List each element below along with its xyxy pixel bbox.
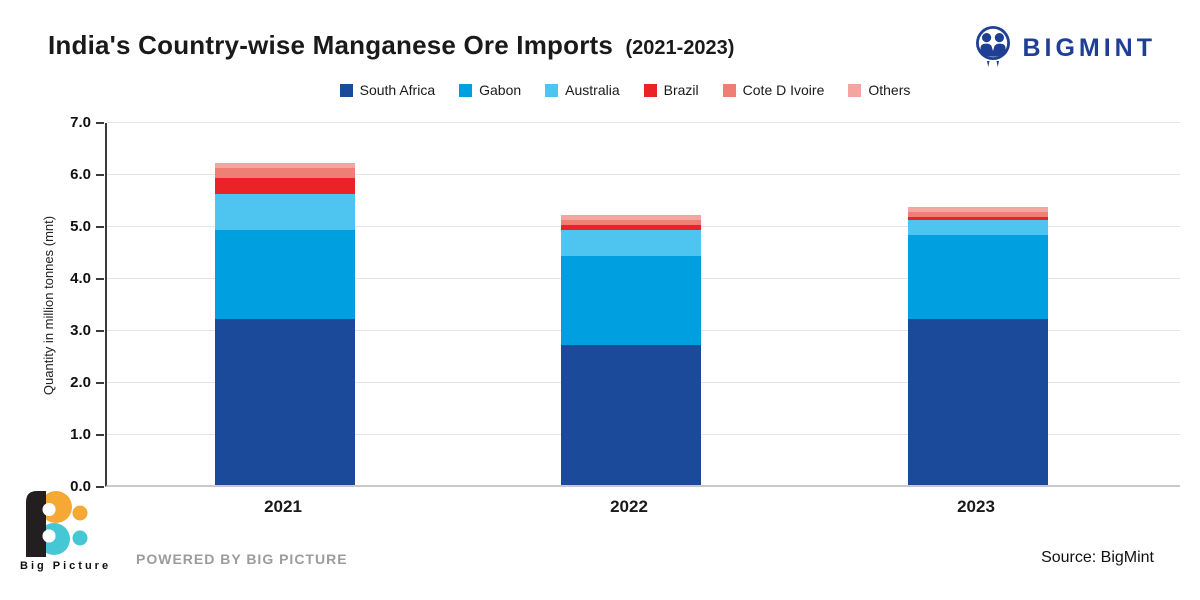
y-tick-label: 2.0 <box>70 374 91 391</box>
legend-swatch <box>459 83 473 97</box>
y-tick-label: 1.0 <box>70 426 91 443</box>
y-tick <box>96 330 104 332</box>
x-tick-label: 2023 <box>957 497 995 516</box>
y-tick <box>96 434 104 436</box>
legend-item-others[interactable]: Others <box>848 82 910 98</box>
page-title: India's Country-wise Manganese Ore Impor… <box>48 30 614 60</box>
bar-segment-brazil[interactable] <box>215 178 355 194</box>
y-tick-label: 4.0 <box>70 270 91 287</box>
bar-segment-cote-d-ivoire[interactable] <box>908 212 1048 218</box>
y-tick <box>96 226 104 228</box>
legend-label: Cote D Ivoire <box>742 82 825 98</box>
legend-swatch <box>643 83 657 97</box>
y-tick <box>96 486 104 488</box>
bigpicture-icon <box>16 491 108 562</box>
bar-segment-others[interactable] <box>908 206 1048 212</box>
bar-segment-others[interactable] <box>561 214 701 220</box>
y-tick-label: 6.0 <box>70 166 91 183</box>
legend-label: Gabon <box>479 82 522 98</box>
y-tick <box>96 278 104 280</box>
y-tick-label: 5.0 <box>70 218 91 235</box>
legend-item-gabon[interactable]: Gabon <box>459 82 521 98</box>
legend-item-brazil[interactable]: Brazil <box>643 82 699 98</box>
legend-label: Others <box>868 82 911 98</box>
bar-segment-australia[interactable] <box>215 193 355 231</box>
legend-swatch <box>848 83 862 97</box>
x-tick-label: 2021 <box>264 497 302 516</box>
bar-segment-brazil[interactable] <box>908 217 1048 220</box>
bar-segment-cote-d-ivoire[interactable] <box>561 219 701 225</box>
legend-item-cote-d-ivoire[interactable]: Cote D Ivoire <box>722 82 825 98</box>
bar-segment-south-africa[interactable] <box>215 318 355 485</box>
bar-segment-gabon[interactable] <box>908 235 1048 319</box>
gridline <box>107 122 1180 123</box>
legend-label: Australia <box>565 82 620 98</box>
bar-segment-gabon[interactable] <box>561 256 701 345</box>
y-tick <box>96 174 104 176</box>
plot-area <box>105 121 1180 487</box>
bar-segment-south-africa[interactable] <box>561 344 701 485</box>
header: India's Country-wise Manganese Ore Impor… <box>48 30 734 61</box>
y-tick <box>96 122 104 124</box>
legend-swatch <box>339 83 353 97</box>
bigmint-logo: BIGMINT <box>973 24 1156 73</box>
page-title-years: (2021-2023) <box>625 37 735 59</box>
chart-legend: South Africa Gabon Australia Brazil Cote D I… <box>105 82 1145 98</box>
bar-segment-australia[interactable] <box>908 219 1048 236</box>
gridline <box>107 174 1180 175</box>
stacked-bar-2021[interactable] <box>215 121 355 485</box>
legend-swatch <box>545 83 559 97</box>
y-tick-label: 0.0 <box>70 478 91 495</box>
bar-segment-brazil[interactable] <box>561 225 701 231</box>
stacked-bar-2023[interactable] <box>908 121 1048 485</box>
legend-item-australia[interactable]: Australia <box>545 82 620 98</box>
bigpicture-caption: Big Picture <box>20 560 112 572</box>
bigpicture-logo <box>16 490 108 563</box>
y-tick-label: 7.0 <box>70 114 91 131</box>
legend-label: South Africa <box>359 82 436 98</box>
bar-segment-others[interactable] <box>215 162 355 168</box>
legend-swatch <box>722 83 736 97</box>
stacked-bar-2022[interactable] <box>561 121 701 485</box>
bigmint-icon <box>973 24 1013 73</box>
bar-segment-gabon[interactable] <box>215 230 355 319</box>
bar-segment-australia[interactable] <box>561 230 701 257</box>
bigmint-wordmark: BIGMINT <box>1022 34 1156 62</box>
legend-label: Brazil <box>663 82 699 98</box>
y-tick <box>96 382 104 384</box>
source-text: Source: BigMint <box>1041 549 1154 566</box>
bar-segment-south-africa[interactable] <box>908 318 1048 485</box>
x-tick-label: 2022 <box>610 497 648 516</box>
powered-by-text: POWERED BY BIG PICTURE <box>136 551 348 567</box>
y-tick-label: 3.0 <box>70 322 91 339</box>
legend-item-south-africa[interactable]: South Africa <box>339 82 436 98</box>
bar-segment-cote-d-ivoire[interactable] <box>215 167 355 179</box>
